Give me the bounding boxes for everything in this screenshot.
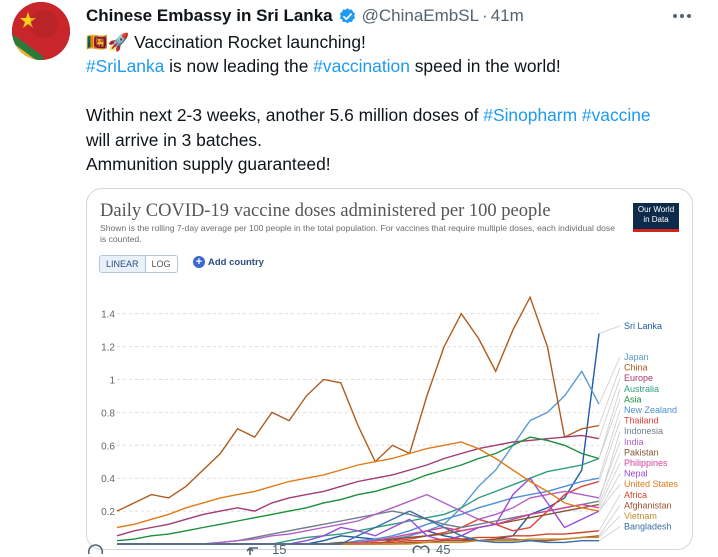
legend-label[interactable]: Sri Lanka [624, 321, 662, 331]
tweet-line-3-text: Within next 2-3 weeks, another 5.6 milli… [86, 105, 484, 126]
y-tick-label: 1 [109, 375, 115, 386]
legend-connector [598, 473, 621, 512]
legend-label[interactable]: Japan [624, 352, 649, 362]
retweet-icon [246, 546, 258, 555]
series-line-bangladesh [117, 510, 599, 545]
legend-connector [598, 431, 621, 502]
hashtag-vaccination[interactable]: #vaccination [313, 56, 410, 77]
legend-connector [598, 494, 621, 532]
avatar-image [12, 2, 70, 60]
legend-label[interactable]: Thailand [624, 416, 659, 426]
owid-logo-line1: Our World [637, 205, 675, 214]
legend-connector [598, 409, 621, 479]
add-country-label: Add country [208, 256, 264, 268]
tweet-text: 🇱🇰🚀 Vaccination Rocket launching! #SriLa… [86, 30, 696, 176]
legend-connector [598, 356, 621, 405]
tweet-line-2: #SriLanka is now leading the #vaccinatio… [86, 54, 696, 78]
like-button[interactable]: 45 [412, 542, 450, 557]
legend-connector [598, 325, 621, 334]
legend-label[interactable]: Australia [624, 384, 659, 394]
y-tick-label: 1.2 [101, 343, 115, 354]
chart-title: Daily COVID-19 vaccine doses administere… [100, 201, 551, 221]
legend-label[interactable]: Vietnam [624, 511, 657, 521]
hashtag-vaccine[interactable]: #vaccine [581, 105, 651, 126]
y-tick-label: 0.8 [101, 408, 115, 419]
more-icon[interactable] [670, 8, 694, 24]
flag-rocket-emoji: 🇱🇰🚀 [86, 32, 130, 52]
avatar[interactable] [12, 2, 70, 60]
legend-connector [598, 452, 621, 505]
legend-label[interactable]: United States [624, 479, 679, 489]
legend-connector [598, 399, 621, 459]
linear-toggle-button[interactable]: LINEAR [100, 256, 146, 272]
scale-toggle: LINEAR LOG [99, 255, 178, 273]
reply-button[interactable] [86, 542, 104, 556]
add-country-button[interactable]: + Add country [193, 256, 264, 268]
reply-icon [87, 544, 104, 555]
tweet-line-5: Ammunition supply guaranteed! [86, 154, 331, 175]
heart-icon [412, 544, 430, 553]
hashtag-srilanka[interactable]: #SriLanka [86, 56, 165, 77]
legend-label[interactable]: India [624, 437, 644, 447]
legend-label[interactable]: Afghanistan [624, 500, 672, 510]
legend-connector [598, 505, 621, 537]
separator-dot: · [482, 6, 488, 25]
chart-subtitle: Shown is the rolling 7-day average per 1… [100, 223, 615, 244]
legend-connector [598, 515, 621, 538]
tweet-line-4: will arrive in 3 batches. [86, 129, 262, 150]
tweet-line-1: 🇱🇰🚀 Vaccination Rocket launching! [86, 30, 696, 54]
tweet-line-2-text-a: is now leading the [164, 56, 314, 77]
legend-connector [598, 441, 621, 499]
owid-logo: Our World in Data [633, 203, 679, 232]
retweet-count: 15 [272, 542, 287, 557]
legend-label[interactable]: Africa [624, 490, 647, 500]
legend-connector [598, 420, 621, 482]
series-line-europe [116, 434, 600, 537]
tweet-time[interactable]: 41m [490, 6, 524, 25]
tweet-line-2-text-b: speed in the world! [409, 56, 561, 77]
author-name[interactable]: Chinese Embassy in Sri Lanka [86, 6, 333, 25]
legend-connector [598, 367, 621, 426]
blank-line [86, 79, 696, 103]
hashtag-sinopharm[interactable]: #Sinopharm [483, 105, 578, 126]
owid-logo-line2: in Data [643, 215, 669, 224]
legend-label[interactable]: Philippines [624, 458, 668, 468]
tweet-header: Chinese Embassy in Sri Lanka @ChinaEmbSL… [86, 4, 524, 28]
retweet-button[interactable]: 15 [246, 542, 286, 557]
y-tick-label: 0.2 [101, 507, 115, 518]
verified-badge-icon [339, 7, 355, 23]
legend-label[interactable]: Bangladesh [624, 522, 672, 532]
legend-connector [598, 462, 621, 508]
legend-connector [598, 483, 621, 512]
chart-plot: 0.2 0.4 0.6 0.8 1 1.2 1.4 Sri Lanka JapanChinaEu… [101, 295, 679, 545]
y-tick-label: 0.4 [101, 474, 115, 485]
legend-label[interactable]: Pakistan [624, 447, 659, 457]
legend-label[interactable]: New Zealand [624, 405, 677, 415]
legend-label[interactable]: China [624, 363, 648, 373]
tweet-line-1-text: Vaccination Rocket launching! [134, 32, 366, 52]
y-tick-label: 0.6 [101, 441, 115, 452]
series-line-united-states [116, 441, 600, 529]
tweet-actions: 15 45 [86, 542, 696, 557]
legend-label[interactable]: Indonesia [624, 426, 663, 436]
author-handle[interactable]: @ChinaEmbSL [361, 6, 480, 25]
tweet-line-3: Within next 2-3 weeks, another 5.6 milli… [86, 103, 696, 127]
series-line-thailand [117, 480, 600, 545]
log-toggle-button[interactable]: LOG [151, 259, 171, 269]
legend-label[interactable]: Europe [624, 373, 653, 383]
legend-connector [598, 388, 621, 459]
y-tick-label: 1.4 [101, 310, 115, 321]
chart-card[interactable]: Daily COVID-19 vaccine doses administere… [86, 188, 693, 550]
series-line-china [116, 295, 600, 512]
legend-label[interactable]: Nepal [624, 469, 648, 479]
series-line-asia [116, 436, 600, 542]
legend-connector [598, 526, 621, 542]
legend-label[interactable]: Asia [624, 394, 642, 404]
like-count: 45 [436, 542, 451, 557]
legend-connector [598, 378, 621, 439]
plus-circle-icon: + [193, 256, 205, 268]
